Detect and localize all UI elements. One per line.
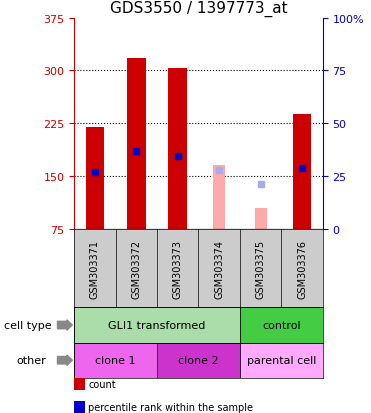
Text: GSM303373: GSM303373 <box>173 239 183 298</box>
Bar <box>240 308 323 343</box>
Bar <box>86 127 104 229</box>
Text: other: other <box>17 355 46 366</box>
Text: GSM303374: GSM303374 <box>214 239 224 298</box>
Bar <box>240 343 323 378</box>
Bar <box>74 308 240 343</box>
Bar <box>213 166 225 229</box>
Bar <box>127 59 146 229</box>
Text: clone 2: clone 2 <box>178 355 219 366</box>
Text: GSM303372: GSM303372 <box>131 239 141 298</box>
Text: GSM303371: GSM303371 <box>90 239 100 298</box>
Text: GSM303375: GSM303375 <box>256 239 266 298</box>
Bar <box>74 343 157 378</box>
Text: clone 1: clone 1 <box>95 355 136 366</box>
Text: cell type: cell type <box>4 320 51 330</box>
Bar <box>168 69 187 229</box>
Bar <box>293 115 311 229</box>
Text: parental cell: parental cell <box>247 355 316 366</box>
Text: GSM303376: GSM303376 <box>297 239 307 298</box>
Text: percentile rank within the sample: percentile rank within the sample <box>88 402 253 412</box>
Title: GDS3550 / 1397773_at: GDS3550 / 1397773_at <box>110 1 287 17</box>
Text: control: control <box>262 320 301 330</box>
Bar <box>157 343 240 378</box>
Text: GLI1 transformed: GLI1 transformed <box>108 320 206 330</box>
Text: count: count <box>88 379 116 389</box>
Bar <box>255 208 267 229</box>
